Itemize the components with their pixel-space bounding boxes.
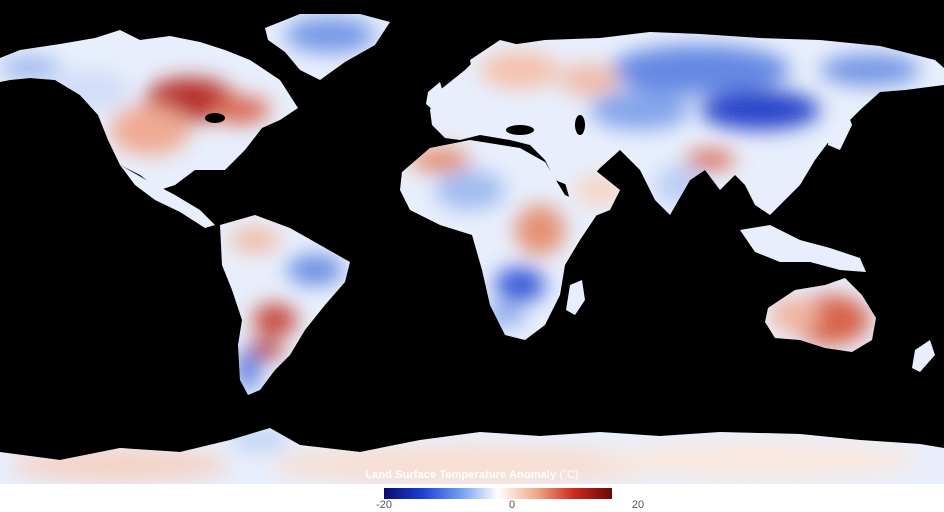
legend-max-label: 20 — [631, 499, 645, 511]
temperature-anomaly-map — [0, 0, 944, 484]
legend-min-label: -20 — [376, 499, 392, 511]
legend-title-text: Land Surface Temperature Anomaly — [365, 469, 557, 481]
black-sea — [506, 125, 534, 135]
world-map-svg — [0, 14, 944, 484]
legend-mid-label: 0 — [508, 499, 516, 511]
great-lakes — [205, 113, 225, 123]
legend-unit: (˚C) — [559, 469, 579, 481]
caspian-sea — [575, 115, 585, 135]
legend-title: Land Surface Temperature Anomaly (˚C) — [0, 469, 944, 481]
colorbar — [384, 488, 612, 499]
legend: Land Surface Temperature Anomaly (˚C) -2… — [0, 469, 944, 512]
